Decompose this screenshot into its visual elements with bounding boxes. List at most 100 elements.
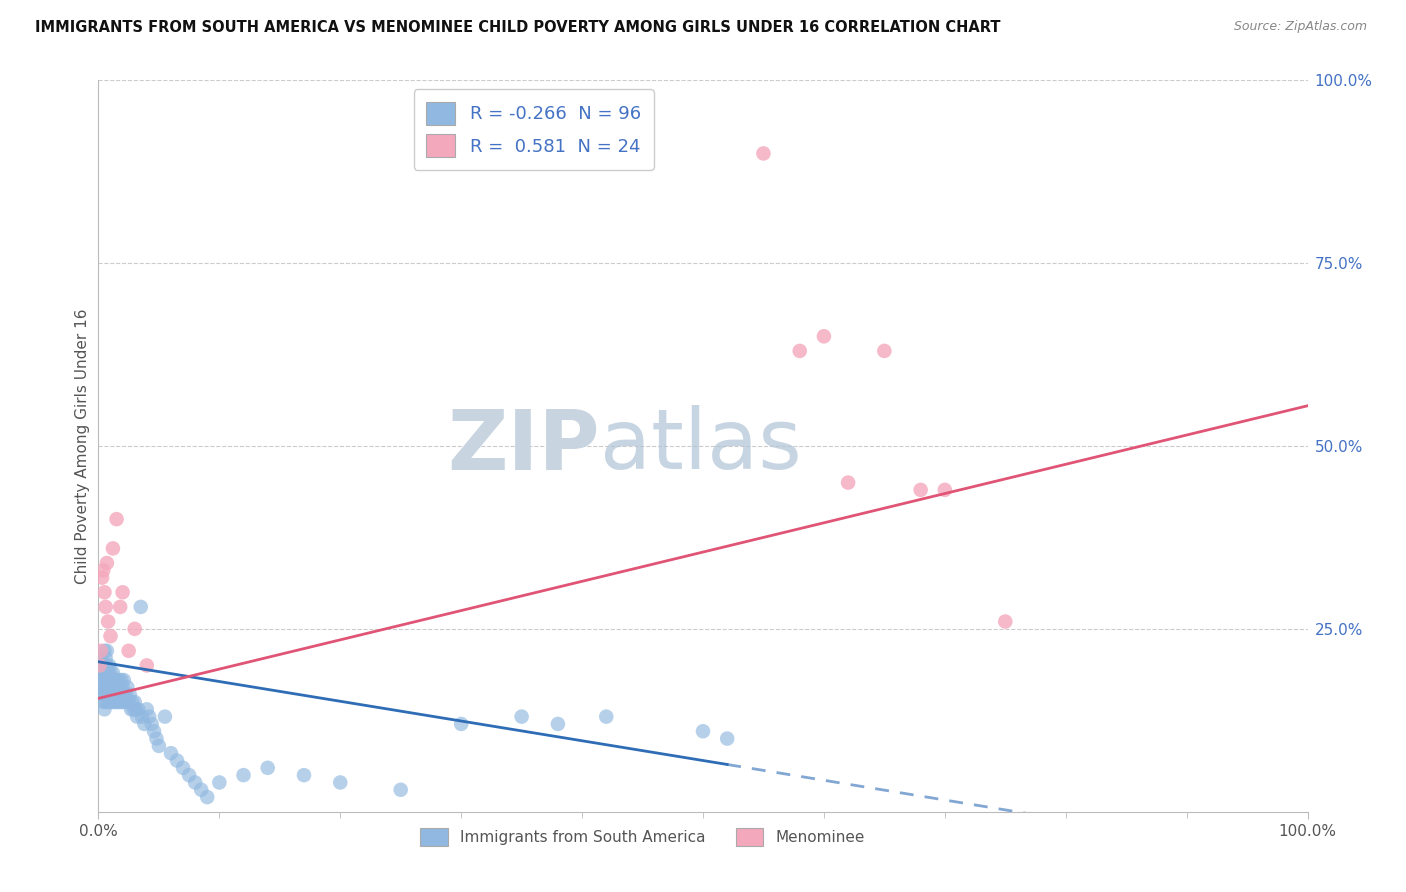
Point — [98, 673, 121, 687]
Point — [93, 702, 115, 716]
Point — [97, 665, 120, 680]
Point — [94, 651, 117, 665]
Point — [103, 673, 125, 687]
Point — [111, 585, 134, 599]
Point — [94, 695, 117, 709]
Point — [100, 629, 122, 643]
Point — [111, 695, 134, 709]
Point — [110, 688, 132, 702]
Point — [94, 681, 117, 695]
Point — [595, 709, 617, 723]
Point — [118, 695, 141, 709]
Point — [98, 688, 121, 702]
Point — [127, 702, 149, 716]
Point — [716, 731, 738, 746]
Point — [91, 571, 114, 585]
Point — [93, 673, 115, 687]
Point — [93, 585, 115, 599]
Point — [127, 709, 149, 723]
Legend: Immigrants from South America, Menominee: Immigrants from South America, Menominee — [413, 822, 872, 852]
Point — [172, 761, 194, 775]
Point — [98, 658, 121, 673]
Point — [111, 681, 134, 695]
Point — [103, 688, 125, 702]
Point — [131, 709, 153, 723]
Point — [105, 673, 128, 687]
Point — [184, 775, 207, 789]
Point — [692, 724, 714, 739]
Point — [96, 673, 118, 687]
Point — [112, 673, 135, 687]
Point — [108, 673, 131, 687]
Point — [97, 695, 120, 709]
Point — [96, 658, 118, 673]
Y-axis label: Child Poverty Among Girls Under 16: Child Poverty Among Girls Under 16 — [75, 309, 90, 583]
Point — [107, 681, 129, 695]
Point — [89, 673, 111, 687]
Point — [873, 343, 896, 358]
Point — [100, 695, 122, 709]
Point — [96, 556, 118, 570]
Point — [118, 644, 141, 658]
Point — [232, 768, 254, 782]
Point — [112, 688, 135, 702]
Point — [934, 483, 956, 497]
Point — [190, 782, 212, 797]
Point — [153, 709, 176, 723]
Point — [994, 615, 1017, 629]
Point — [105, 512, 128, 526]
Point — [120, 702, 142, 716]
Point — [148, 739, 170, 753]
Point — [93, 644, 115, 658]
Point — [101, 665, 124, 680]
Point — [90, 665, 112, 680]
Point — [108, 695, 131, 709]
Point — [108, 681, 131, 695]
Point — [125, 702, 148, 716]
Point — [124, 695, 146, 709]
Point — [93, 658, 115, 673]
Point — [138, 709, 160, 723]
Point — [256, 761, 278, 775]
Point — [100, 665, 122, 680]
Text: atlas: atlas — [600, 406, 801, 486]
Point — [107, 695, 129, 709]
Point — [108, 599, 131, 614]
Point — [121, 695, 143, 709]
Point — [100, 688, 122, 702]
Point — [122, 702, 145, 716]
Point — [101, 695, 124, 709]
Point — [110, 673, 132, 687]
Point — [179, 768, 201, 782]
Point — [91, 681, 114, 695]
Point — [100, 681, 122, 695]
Point — [195, 790, 218, 805]
Point — [91, 673, 114, 687]
Point — [105, 688, 128, 702]
Point — [292, 768, 315, 782]
Point — [547, 717, 569, 731]
Point — [129, 599, 152, 614]
Point — [94, 599, 117, 614]
Point — [118, 688, 141, 702]
Point — [91, 665, 114, 680]
Point — [389, 782, 412, 797]
Point — [789, 343, 811, 358]
Point — [101, 681, 124, 695]
Point — [134, 717, 156, 731]
Text: IMMIGRANTS FROM SOUTH AMERICA VS MENOMINEE CHILD POVERTY AMONG GIRLS UNDER 16 CO: IMMIGRANTS FROM SOUTH AMERICA VS MENOMIN… — [35, 20, 1001, 35]
Point — [100, 673, 122, 687]
Point — [135, 702, 157, 716]
Text: Source: ZipAtlas.com: Source: ZipAtlas.com — [1233, 20, 1367, 33]
Point — [135, 658, 157, 673]
Point — [104, 695, 127, 709]
Point — [90, 651, 112, 665]
Point — [114, 695, 136, 709]
Point — [145, 731, 167, 746]
Point — [837, 475, 859, 490]
Point — [96, 644, 118, 658]
Point — [141, 717, 163, 731]
Point — [208, 775, 231, 789]
Point — [115, 688, 138, 702]
Point — [93, 688, 115, 702]
